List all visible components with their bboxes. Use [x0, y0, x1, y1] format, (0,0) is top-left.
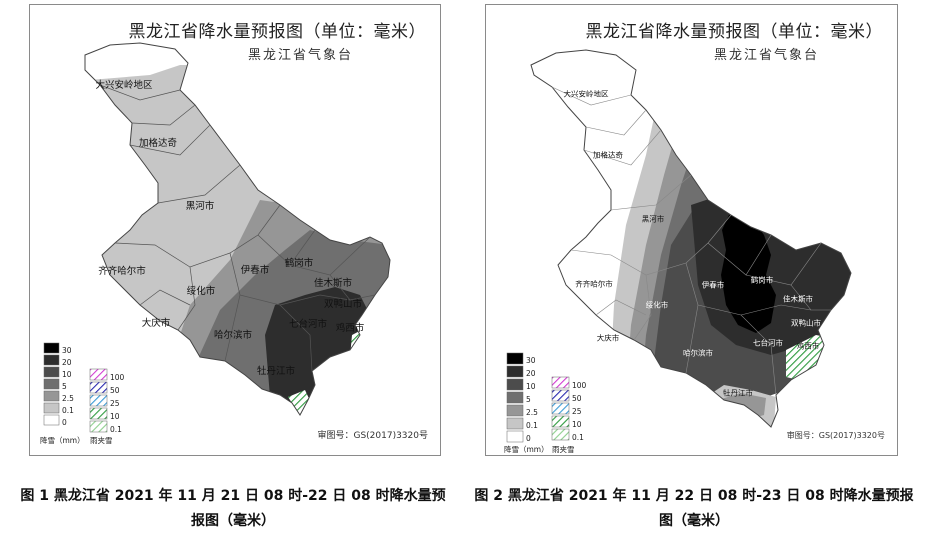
legend-rain-label: 2.5 [526, 408, 538, 417]
city-label-jiagedaqi: 加格达奇 [138, 138, 178, 149]
precipitation-map [43, 42, 391, 433]
legend-rain-label: 0.1 [526, 421, 538, 430]
legend-rain-label: 5 [62, 382, 67, 391]
approval-number: 审图号：GS(2017)3320号 [317, 431, 428, 441]
zone-30 [721, 215, 776, 333]
city-label-yichun: 伊春市 [701, 280, 725, 290]
legend-sleet-label: 50 [572, 394, 582, 403]
legend-sleet-label: 0.1 [110, 425, 122, 434]
precip-zones [531, 50, 851, 427]
city-label-jixi: 鸡西市 [335, 323, 365, 334]
legend-rain-label: 30 [62, 346, 72, 355]
legend-sleet-caption: 雨夹雪 [552, 445, 575, 454]
city-label-yichun: 伊春市 [240, 265, 270, 276]
district-borders [551, 86, 831, 396]
city-label-mudanjiang: 牡丹江市 [256, 366, 296, 377]
legend-sleet-label: 50 [110, 386, 120, 395]
city-label-heihe: 黑河市 [185, 201, 215, 212]
figure-caption-1: 图 1 黑龙江省 2021 年 11 月 21 日 08 时-22 日 08 时… [20, 488, 446, 529]
city-label-suihua: 绥化市 [186, 286, 216, 297]
legend-sleet-label: 25 [110, 399, 120, 408]
province-border [530, 49, 852, 428]
city-label-mudanjiang: 牡丹江市 [723, 388, 753, 398]
city-label-jiamusi: 佳木斯市 [783, 294, 813, 304]
city-label-daxinganling: 大兴安岭地区 [95, 80, 153, 91]
legend-sleet-caption: 雨夹雪 [90, 436, 113, 445]
legend-rain-label: 5 [526, 395, 531, 404]
map-title: 黑龙江省降水量预报图（单位：毫米） [585, 22, 883, 42]
city-label-daqing: 大庆市 [596, 333, 620, 343]
city-label-hegang: 鹤岗市 [750, 275, 774, 285]
city-label-shuangyashan: 双鸭山市 [323, 299, 363, 310]
legend-rain-label: 30 [526, 356, 536, 365]
city-label-daqing: 大庆市 [141, 318, 171, 329]
city-label-harbin: 哈尔滨市 [213, 330, 253, 341]
legend-sleet [89, 368, 108, 433]
legend-rain [43, 342, 60, 426]
city-label-qiqihar: 齐齐哈尔市 [98, 266, 146, 277]
legend-sleet-label: 10 [572, 420, 582, 429]
city-label-harbin: 哈尔滨市 [683, 348, 713, 358]
map-panel-2: 黑龙江省降水量预报图（单位：毫米） 黑龙江省气象台 [485, 4, 898, 456]
legend-rain-caption: 降雪（mm） [40, 436, 85, 445]
legend-sleet-label: 10 [110, 412, 120, 421]
legend-sleet-label: 0.1 [572, 433, 584, 442]
city-label-qitaihe: 七台河市 [288, 319, 328, 330]
city-label-qitaihe: 七台河市 [753, 338, 783, 348]
legend-rain-label: 2.5 [62, 394, 74, 403]
map-subtitle: 黑龙江省气象台 [248, 48, 354, 63]
legend-rain-label: 20 [62, 358, 72, 367]
figure-caption-2: 图 2 黑龙江省 2021 年 11 月 22 日 08 时-23 日 08 时… [474, 488, 914, 529]
city-label-jiamusi: 佳木斯市 [313, 278, 353, 289]
zone-0 [85, 43, 390, 85]
city-label-shuangyashan: 双鸭山市 [791, 318, 821, 328]
city-label-suihua: 绥化市 [645, 300, 669, 310]
legend-rain-label: 20 [526, 369, 536, 378]
legend-rain-label: 0 [62, 418, 67, 427]
legend-sleet-label: 100 [572, 381, 587, 390]
legend-rain-label: 10 [62, 370, 72, 379]
legend-sleet-label: 100 [110, 373, 125, 382]
city-label-jiagedaqi: 加格达奇 [593, 150, 623, 160]
zone-20 [265, 287, 370, 415]
legend-rain-label: 0 [526, 434, 531, 443]
city-label-jixi: 鸡西市 [796, 341, 820, 351]
legend-rain [506, 352, 524, 443]
map-panel-1: 黑龙江省降水量预报图（单位：毫米） 黑龙江省气象台 [29, 4, 441, 456]
legend-sleet-label: 25 [572, 407, 582, 416]
approval-number: 审图号：GS(2017)3320号 [786, 431, 885, 440]
map-subtitle: 黑龙江省气象台 [714, 48, 820, 63]
city-label-hegang: 鹤岗市 [284, 258, 314, 269]
district-borders [99, 84, 376, 372]
legend-rain-label: 0.1 [62, 406, 74, 415]
city-label-qiqihar: 齐齐哈尔市 [575, 279, 613, 289]
legend-rain-label: 10 [526, 382, 536, 391]
city-label-heihe: 黑河市 [641, 214, 665, 224]
precipitation-map [506, 49, 852, 443]
map-title: 黑龙江省降水量预报图（单位：毫米） [128, 22, 426, 42]
legend-rain-caption: 降雪（mm） [504, 445, 549, 454]
city-label-daxinganling: 大兴安岭地区 [563, 89, 609, 99]
legend-sleet [551, 376, 570, 441]
